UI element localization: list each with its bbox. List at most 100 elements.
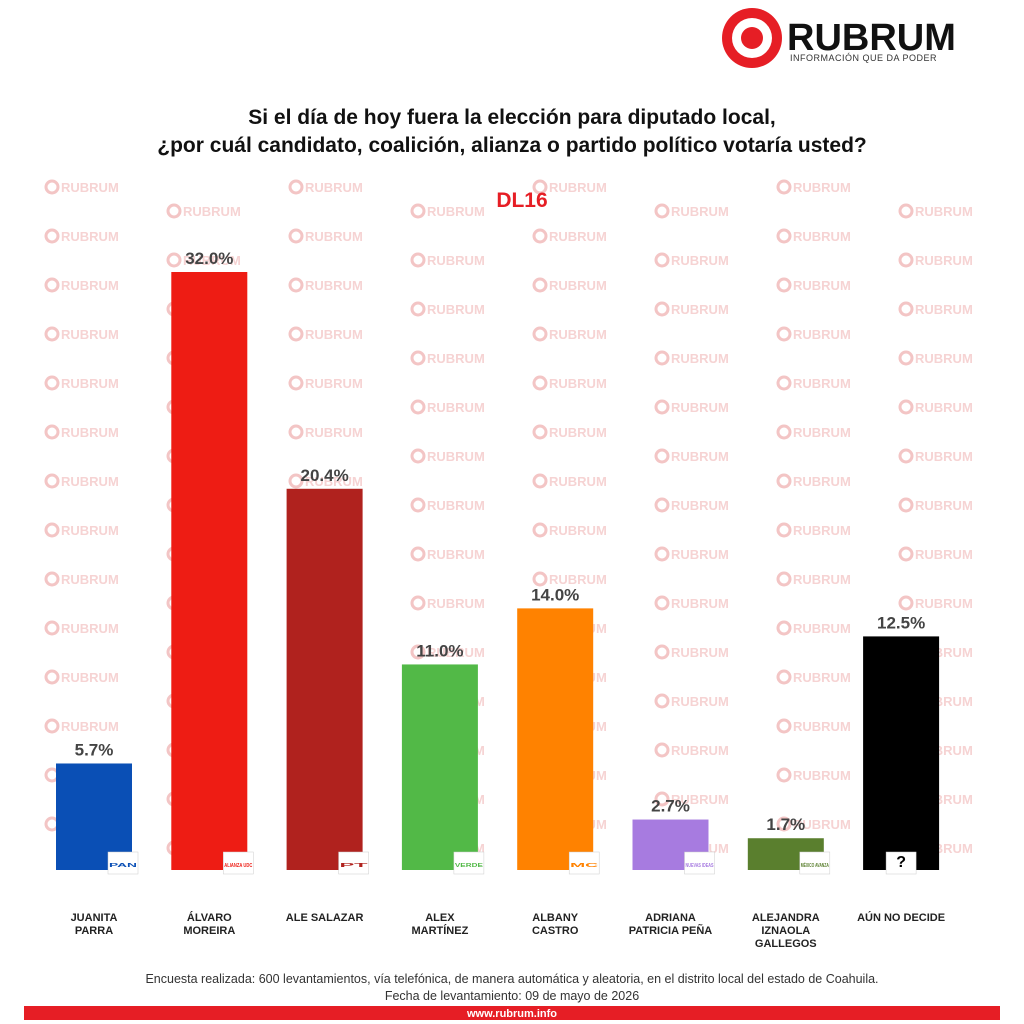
party-logo-text: MC: [570, 863, 598, 869]
watermark: RUBRUM: [61, 376, 119, 391]
watermark: RUBRUM: [61, 523, 119, 538]
category-label: ALBANY CASTRO: [531, 912, 579, 937]
watermark: RUBRUM: [549, 180, 607, 195]
watermark: RUBRUM: [671, 645, 729, 660]
logo-dot: [741, 27, 763, 49]
watermark: RUBRUM: [915, 596, 973, 611]
watermark: RUBRUM: [915, 547, 973, 562]
watermark: RUBRUM: [305, 229, 363, 244]
value-label: 2.7%: [651, 797, 690, 816]
watermark-dot: [776, 522, 792, 538]
watermark-dot: [654, 350, 670, 366]
watermark: RUBRUM: [61, 180, 119, 195]
watermark-dot: [776, 669, 792, 685]
watermark-dot: [410, 595, 426, 611]
category-label: AÚN NO DECIDE: [857, 912, 946, 924]
watermark: RUBRUM: [671, 792, 729, 807]
watermark: RUBRUM: [305, 376, 363, 391]
watermark: RUBRUM: [427, 204, 485, 219]
watermark: RUBRUM: [793, 327, 851, 342]
watermark-dot: [44, 424, 60, 440]
watermark-dot: [898, 203, 914, 219]
brand-name: RUBRUM: [787, 17, 956, 59]
value-label: 1.7%: [766, 815, 805, 834]
watermark: RUBRUM: [305, 278, 363, 293]
watermark-dot: [654, 595, 670, 611]
watermark: RUBRUM: [61, 425, 119, 440]
watermark-dot: [288, 277, 304, 293]
watermark: RUBRUM: [671, 743, 729, 758]
chart-title: ¿por cuál candidato, coalición, alianza …: [157, 134, 866, 157]
watermark-dot: [654, 791, 670, 807]
watermark-dot: [776, 718, 792, 734]
party-logo: [107, 851, 139, 875]
watermark: RUBRUM: [671, 498, 729, 513]
value-label: 32.0%: [185, 249, 233, 268]
watermark: RUBRUM: [61, 229, 119, 244]
watermark-dot: [654, 252, 670, 268]
watermark: RUBRUM: [61, 670, 119, 685]
chart-title: Si el día de hoy fuera la elección para …: [248, 106, 775, 129]
watermark-dot: [898, 301, 914, 317]
watermark: RUBRUM: [915, 498, 973, 513]
watermark-dot: [776, 179, 792, 195]
party-logo-text: VERDE: [455, 863, 483, 869]
party-logo-text: PAN: [109, 863, 137, 869]
watermark-dot: [410, 644, 426, 660]
watermark-dot: [532, 424, 548, 440]
bar: [401, 664, 478, 870]
watermark-dot: [898, 350, 914, 366]
watermark-dot: [654, 203, 670, 219]
watermark-dot: [776, 816, 792, 832]
watermark-dot: [776, 277, 792, 293]
watermark: RUBRUM: [305, 180, 363, 195]
watermark-dot: [898, 448, 914, 464]
watermark: RUBRUM: [671, 547, 729, 562]
party-logo: [885, 851, 917, 875]
watermark: RUBRUM: [427, 596, 485, 611]
watermark-dot: [532, 473, 548, 489]
watermark-dot: [532, 277, 548, 293]
watermark-dot: [654, 448, 670, 464]
watermark: RUBRUM: [793, 229, 851, 244]
watermark: RUBRUM: [427, 400, 485, 415]
watermark-dot: [532, 179, 548, 195]
watermark: RUBRUM: [671, 253, 729, 268]
watermark: RUBRUM: [671, 596, 729, 611]
watermark: RUBRUM: [305, 327, 363, 342]
category-label: ÁLVARO MOREIRA: [183, 912, 236, 937]
watermark-dot: [44, 375, 60, 391]
watermark-dot: [288, 473, 304, 489]
party-logo-text: PT: [340, 863, 371, 869]
watermark-dot: [44, 277, 60, 293]
watermark-dot: [44, 669, 60, 685]
value-label: 20.4%: [300, 466, 348, 485]
watermark-dot: [410, 448, 426, 464]
watermark: RUBRUM: [671, 449, 729, 464]
value-label: 14.0%: [531, 585, 579, 604]
watermark-dot: [410, 546, 426, 562]
watermark: RUBRUM: [61, 474, 119, 489]
watermark: RUBRUM: [671, 204, 729, 219]
watermark: RUBRUM: [793, 768, 851, 783]
watermark-dot: [44, 473, 60, 489]
watermark-dot: [44, 571, 60, 587]
watermark-dot: [532, 228, 548, 244]
watermark-dot: [776, 228, 792, 244]
watermark: RUBRUM: [549, 572, 607, 587]
watermark: RUBRUM: [61, 621, 119, 636]
watermark: RUBRUM: [915, 253, 973, 268]
watermark: RUBRUM: [61, 572, 119, 587]
watermark: RUBRUM: [183, 204, 241, 219]
watermark-dot: [532, 375, 548, 391]
watermark: RUBRUM: [549, 474, 607, 489]
category-label: ALEJANDRA IZNAOLA GALLEGOS: [751, 912, 820, 950]
brand-tagline: INFORMACIÓN QUE DA PODER: [790, 53, 937, 63]
watermark-dot: [410, 350, 426, 366]
watermark-dot: [898, 546, 914, 562]
value-label: 11.0%: [416, 641, 463, 660]
watermark-dot: [288, 424, 304, 440]
category-label: JUANITA PARRA: [70, 912, 118, 937]
